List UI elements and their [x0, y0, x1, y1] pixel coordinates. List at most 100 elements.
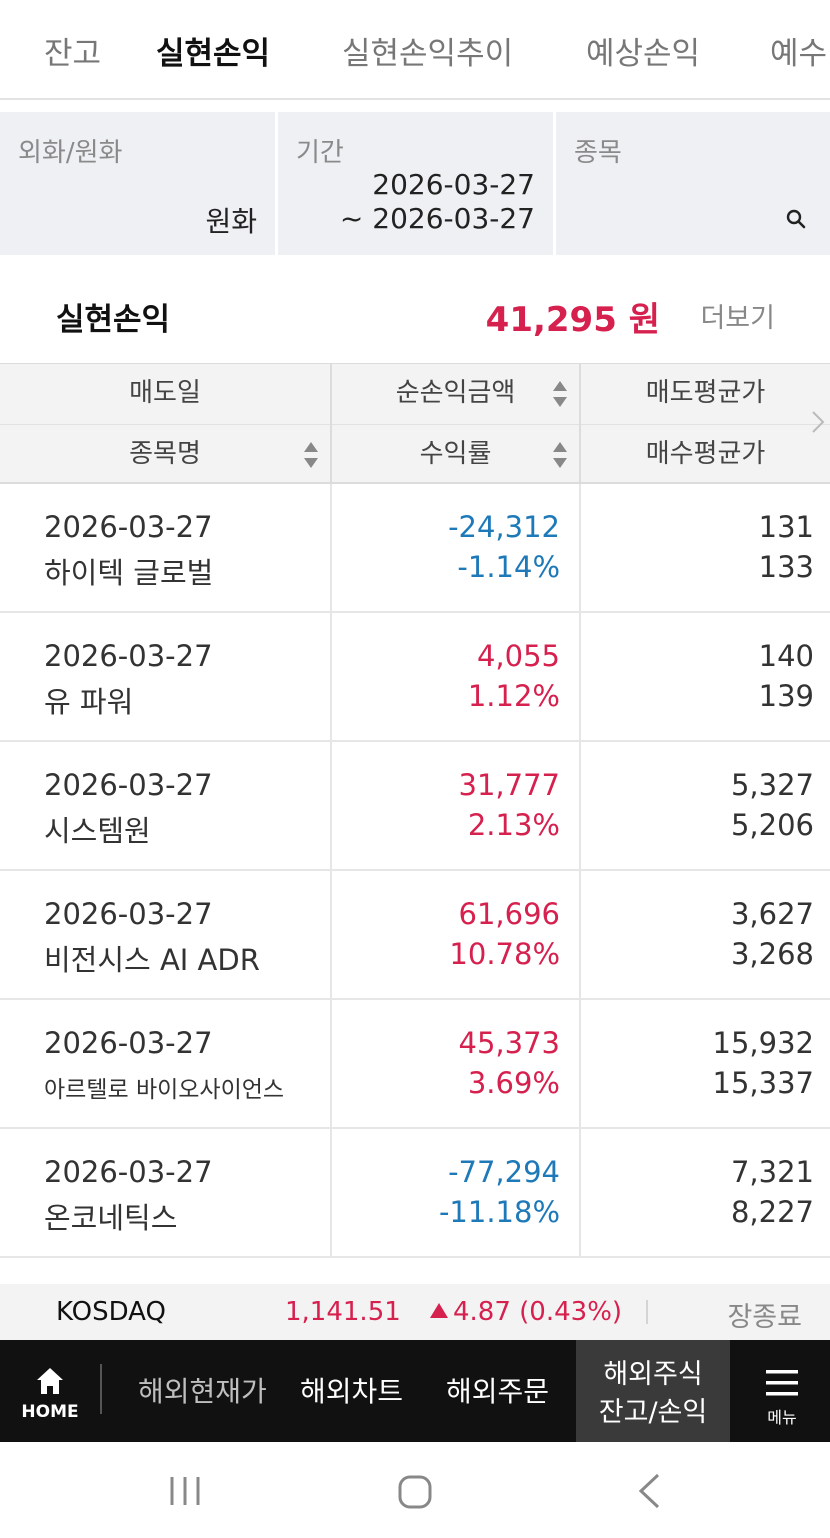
buy-avg-price: 5,206 — [730, 808, 814, 842]
home-system-icon[interactable] — [397, 1474, 433, 1510]
header-return-rate-label: 수익률 — [419, 439, 492, 469]
sell-date: 2026-03-27 — [44, 639, 213, 673]
sort-icon[interactable] — [304, 442, 318, 468]
table-row[interactable]: 2026-03-27 하이텍 글로벌 -24,312 -1.14% 131 13… — [0, 484, 830, 613]
tab-realized-pl-trend[interactable]: 실현손익추이 — [342, 28, 514, 98]
return-rate: 2.13% — [467, 808, 560, 842]
table-row[interactable]: 2026-03-27 온코네틱스 -77,294 -11.18% 7,321 8… — [0, 1129, 830, 1258]
currency-value: 원화 — [205, 205, 257, 238]
period-selector[interactable]: 기간 2026-03-27 ~ 2026-03-27 — [275, 112, 553, 255]
summary-value: 41,295 원 — [485, 300, 660, 340]
market-status: 장종료 — [727, 1302, 802, 1333]
sell-date: 2026-03-27 — [44, 510, 213, 544]
header-buy-avg: 매수평균가 — [581, 424, 830, 484]
system-nav-bar — [0, 1442, 830, 1538]
ticker-divider — [646, 1300, 648, 1324]
hamburger-menu-icon — [766, 1370, 798, 1396]
nav-overseas-order[interactable]: 해외주문 — [446, 1375, 550, 1408]
sort-icon[interactable] — [553, 381, 567, 407]
table-header: 매도일 순손익금액 매도평균가 종목명 수익률 매수평균가 — [0, 364, 830, 484]
sort-icon[interactable] — [553, 442, 567, 468]
stock-search[interactable]: 종목 — [553, 112, 830, 255]
buy-avg-price: 15,337 — [712, 1066, 814, 1100]
stock-name: 온코네틱스 — [44, 1201, 178, 1235]
nav-home-button[interactable]: HOME — [0, 1340, 100, 1442]
more-button[interactable]: 더보기 — [700, 303, 775, 334]
return-rate: -11.18% — [438, 1195, 560, 1229]
header-net-profit[interactable]: 순손익금액 — [332, 364, 579, 424]
triangle-up-icon — [430, 1303, 448, 1318]
tab-deposit[interactable]: 예수 — [770, 28, 828, 98]
ticker-change: 4.87 (0.43%) — [430, 1297, 622, 1327]
tab-realized-pl[interactable]: 실현손익 — [156, 28, 271, 100]
tab-expected-pl[interactable]: 예상손익 — [586, 28, 701, 98]
tab-underline — [156, 98, 270, 100]
tab-label: 실현손익 — [156, 36, 271, 72]
sell-date: 2026-03-27 — [44, 1155, 213, 1189]
nav-overseas-balance[interactable]: 해외주식 잔고/손익 — [576, 1340, 730, 1442]
market-ticker[interactable]: KOSDAQ 1,141.51 4.87 (0.43%) 장종료 — [0, 1284, 830, 1340]
return-rate: -1.14% — [457, 550, 560, 584]
stock-label: 종목 — [574, 138, 622, 168]
bottom-nav: HOME 해외현재가 해외차트 해외주문 해외주식 잔고/손익 메뉴 — [0, 1340, 830, 1442]
header-stock-name[interactable]: 종목명 — [0, 424, 330, 484]
search-icon[interactable] — [786, 209, 806, 229]
tab-label: 예상손익 — [586, 36, 701, 72]
stock-name: 하이텍 글로벌 — [44, 556, 214, 590]
profit-table-body: 2026-03-27 하이텍 글로벌 -24,312 -1.14% 131 13… — [0, 484, 830, 1258]
header-sell-avg: 매도평균가 — [645, 378, 766, 408]
header-sell-date: 매도일 — [129, 378, 201, 408]
recent-apps-icon[interactable] — [168, 1474, 202, 1508]
period-label: 기간 — [296, 138, 344, 168]
summary-label: 실현손익 — [56, 302, 171, 338]
sell-avg-price: 3,627 — [730, 897, 814, 931]
tab-label: 잔고 — [44, 36, 102, 72]
buy-avg-price: 3,268 — [730, 937, 814, 971]
tab-label: 실현손익추이 — [342, 36, 514, 72]
stock-name: 유 파워 — [44, 685, 134, 719]
table-row[interactable]: 2026-03-27 비전시스 AI ADR 61,696 10.78% 3,6… — [0, 871, 830, 1000]
table-row[interactable]: 2026-03-27 유 파워 4,055 1.12% 140 139 — [0, 613, 830, 742]
sell-date: 2026-03-27 — [44, 1026, 213, 1060]
return-rate: 10.78% — [449, 937, 560, 971]
nav-overseas-quote[interactable]: 해외현재가 — [138, 1375, 267, 1408]
table-row[interactable]: 2026-03-27 시스템원 31,777 2.13% 5,327 5,206 — [0, 742, 830, 871]
column-divider — [579, 364, 581, 484]
ticker-change-value: 4.87 (0.43%) — [453, 1297, 623, 1327]
sell-avg-price: 140 — [758, 639, 814, 673]
tab-bar: 잔고 실현손익 실현손익추이 예상손익 예수 — [0, 0, 830, 100]
nav-menu-button[interactable]: 메뉴 — [742, 1340, 822, 1442]
net-profit: 31,777 — [458, 768, 560, 802]
column-divider — [330, 364, 332, 484]
stock-name: 비전시스 AI ADR — [44, 943, 260, 977]
period-end: ~ 2026-03-27 — [339, 202, 535, 235]
nav-home-label: HOME — [21, 1402, 79, 1422]
nav-menu-label: 메뉴 — [767, 1408, 797, 1427]
chevron-right-icon[interactable] — [810, 409, 826, 435]
net-profit: -77,294 — [448, 1155, 560, 1189]
header-return-rate[interactable]: 수익률 — [332, 424, 579, 484]
buy-avg-price: 8,227 — [730, 1195, 814, 1229]
nav-active-line2: 잔고/손익 — [598, 1397, 708, 1428]
nav-divider — [100, 1364, 102, 1414]
net-profit: -24,312 — [448, 510, 560, 544]
header-stock-name-label: 종목명 — [129, 439, 201, 469]
ticker-index-value: 1,141.51 — [285, 1297, 401, 1327]
tab-balance[interactable]: 잔고 — [44, 28, 102, 98]
stock-name: 시스템원 — [44, 814, 151, 848]
nav-overseas-chart[interactable]: 해외차트 — [300, 1375, 404, 1408]
sell-avg-price: 131 — [758, 510, 814, 544]
sell-date: 2026-03-27 — [44, 768, 213, 802]
sell-date: 2026-03-27 — [44, 897, 213, 931]
currency-selector[interactable]: 외화/원화 원화 — [0, 112, 275, 255]
currency-label: 외화/원화 — [18, 138, 123, 168]
tab-label: 예수 — [770, 36, 828, 72]
table-row[interactable]: 2026-03-27 아르텔로 바이오사이언스 45,373 3.69% 15,… — [0, 1000, 830, 1129]
net-profit: 61,696 — [458, 897, 560, 931]
buy-avg-price: 139 — [758, 679, 814, 713]
net-profit: 4,055 — [476, 639, 560, 673]
sell-avg-price: 5,327 — [730, 768, 814, 802]
back-icon[interactable] — [636, 1472, 662, 1510]
sell-avg-price: 15,932 — [712, 1026, 814, 1060]
period-start: 2026-03-27 — [372, 168, 535, 201]
